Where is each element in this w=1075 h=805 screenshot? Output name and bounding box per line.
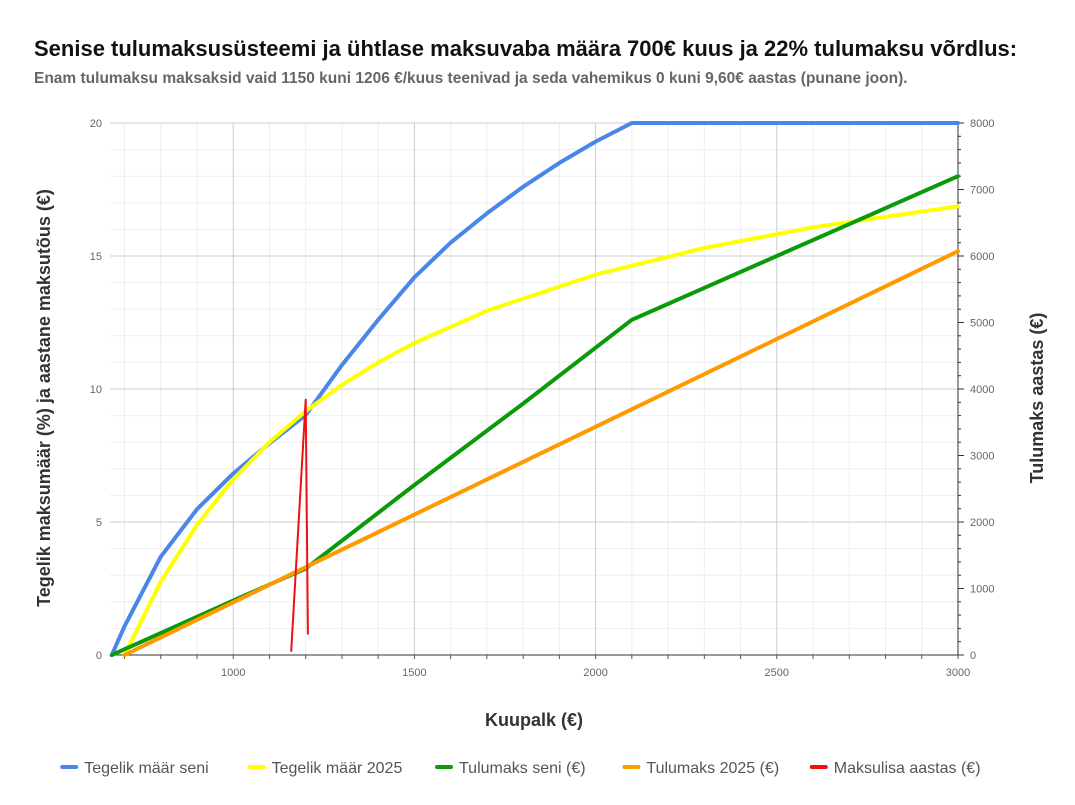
y-left-axis-title: Tegelik maksumäär (%) ja aastane maksutõ… — [34, 189, 54, 607]
legend-label: Tegelik määr seni — [84, 760, 209, 777]
chart-subtitle: Enam tulumaksu maksaksid vaid 1150 kuni … — [34, 70, 908, 87]
y-left-tick-label: 0 — [96, 650, 102, 662]
y-right-tick-label: 7000 — [970, 185, 994, 197]
x-tick-label: 3000 — [946, 667, 970, 679]
y-right-axis-title: Tulumaks aastas (€) — [1027, 313, 1047, 484]
y-left-tick-label: 20 — [90, 118, 102, 130]
x-tick-label: 2500 — [765, 667, 789, 679]
x-tick-label: 1000 — [221, 667, 245, 679]
legend-label: Tulumaks 2025 (€) — [646, 760, 779, 777]
y-left-tick-label: 5 — [96, 517, 102, 529]
x-tick-label: 2000 — [583, 667, 607, 679]
y-left-tick-label: 15 — [90, 251, 102, 263]
series-line-tegelik-maar-seni — [109, 121, 960, 657]
y-right-tick-label: 4000 — [970, 384, 994, 396]
legend-label: Tulumaks seni (€) — [459, 760, 586, 777]
series-line-maksulisa-aastas — [290, 398, 309, 652]
y-left-tick-label: 10 — [90, 384, 102, 396]
series-lines — [109, 121, 960, 657]
y-right-tick-label: 5000 — [970, 318, 994, 330]
y-right-tick-label: 2000 — [970, 517, 994, 529]
series-line-tulumaks-2025 — [122, 249, 960, 657]
tick-labels: 1000 1500 2000 2500 300005101520010002000300… — [90, 118, 995, 679]
legend: Tegelik määr seni Tegelik määr 2025 Tuluma… — [60, 760, 981, 777]
chart-title: Senise tulumaksusüsteemi ja ühtlase maks… — [34, 36, 1018, 61]
y-right-tick-label: 6000 — [970, 251, 994, 263]
series-line-tegelik-maar-2025 — [122, 204, 960, 657]
axes — [110, 122, 964, 659]
y-right-tick-label: 1000 — [970, 584, 994, 596]
x-tick-label: 1500 — [402, 667, 426, 679]
legend-label: Maksulisa aastas (€) — [834, 760, 981, 777]
y-right-tick-label: 0 — [970, 650, 976, 662]
y-right-tick-label: 3000 — [970, 451, 994, 463]
x-axis-title: Kuupalk (€) — [485, 710, 583, 730]
legend-label: Tegelik määr 2025 — [272, 760, 403, 777]
y-right-tick-label: 8000 — [970, 118, 994, 130]
